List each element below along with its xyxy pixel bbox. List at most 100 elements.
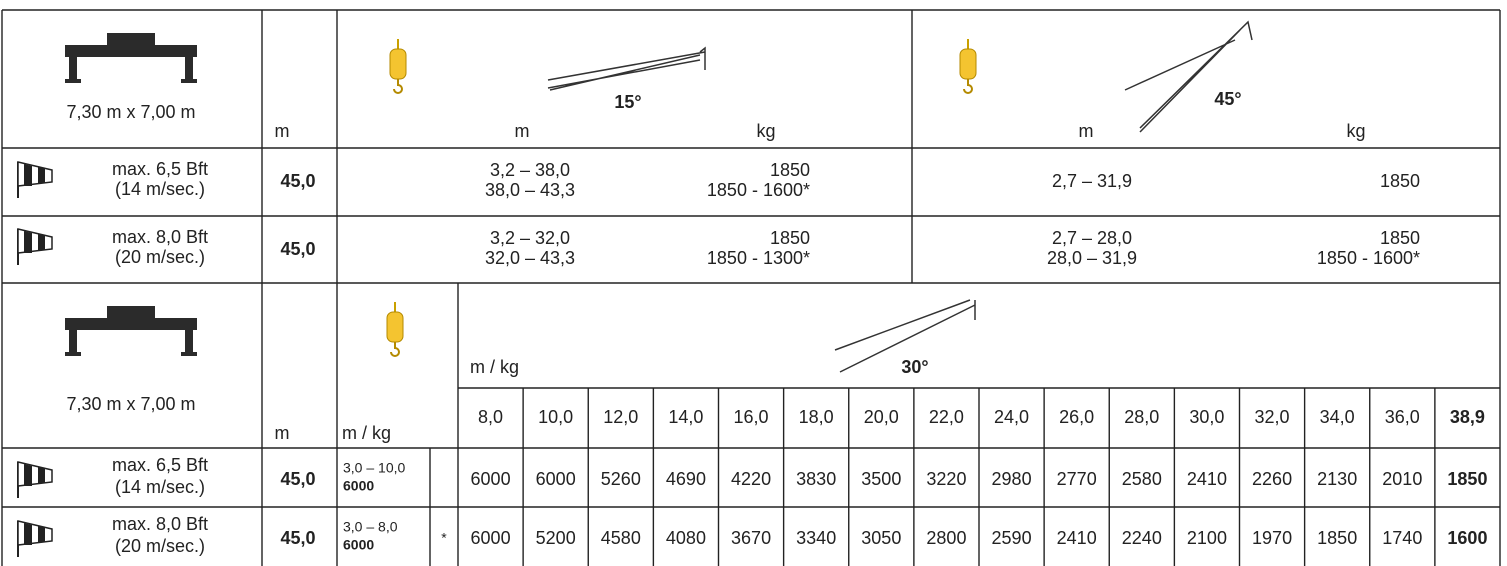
boom-length: 45,0 — [280, 239, 315, 259]
wind-force: max. 8,0 Bft — [112, 514, 208, 534]
wind-icon — [17, 228, 53, 266]
load-value: 2100 — [1187, 528, 1227, 548]
load-value: 1600 — [1447, 528, 1487, 548]
load-value: 2010 — [1382, 469, 1422, 489]
load-value: 1850 — [770, 160, 810, 180]
radius-range: 32,0 – 43,3 — [485, 248, 575, 268]
radius: 30,0 — [1189, 407, 1224, 427]
load-value: 2800 — [926, 528, 966, 548]
radius: 20,0 — [864, 407, 899, 427]
load-value: 4220 — [731, 469, 771, 489]
boom-angle: 45° — [1214, 89, 1241, 109]
load-value: 1970 — [1252, 528, 1292, 548]
radius: 22,0 — [929, 407, 964, 427]
load-value: 2590 — [992, 528, 1032, 548]
load-value: 5200 — [536, 528, 576, 548]
radius: 26,0 — [1059, 407, 1094, 427]
boom-angle: 30° — [901, 357, 928, 377]
hook-icon — [959, 38, 977, 94]
hook-icon — [389, 38, 407, 94]
load-value: 1850 — [1380, 228, 1420, 248]
load-value: 3670 — [731, 528, 771, 548]
load-value: 3500 — [861, 469, 901, 489]
boom-length: 45,0 — [280, 528, 315, 548]
range-load: 6000 — [343, 478, 374, 494]
load-value: 1850 - 1300* — [707, 248, 810, 268]
crane-icon — [65, 306, 197, 356]
load-value: 2240 — [1122, 528, 1162, 548]
wind-speed: (14 m/sec.) — [115, 477, 205, 497]
load-value: 4690 — [666, 469, 706, 489]
column-unit: m — [275, 121, 290, 141]
radius: 18,0 — [799, 407, 834, 427]
radius-range: 38,0 – 43,3 — [485, 180, 575, 200]
load-value: 4580 — [601, 528, 641, 548]
column-unit: m — [275, 423, 290, 443]
radius: 12,0 — [603, 407, 638, 427]
load-value: 1850 — [770, 228, 810, 248]
radius: 34,0 — [1320, 407, 1355, 427]
radius-range: 3,2 – 38,0 — [490, 160, 570, 180]
radius-range: 3,2 – 32,0 — [490, 228, 570, 248]
wind-icon — [17, 161, 53, 199]
radius: 14,0 — [668, 407, 703, 427]
radius-range: 28,0 – 31,9 — [1047, 248, 1137, 268]
load-value: 2410 — [1187, 469, 1227, 489]
radius: 32,0 — [1255, 407, 1290, 427]
boom-length: 45,0 — [280, 171, 315, 191]
load-value: 1850 — [1447, 469, 1487, 489]
wind-force: max. 6,5 Bft — [112, 455, 208, 475]
wind-force: max. 8,0 Bft — [112, 227, 208, 247]
load-value: 3220 — [926, 469, 966, 489]
dimensions: 7,30 m x 7,00 m — [66, 102, 195, 122]
radius: 24,0 — [994, 407, 1029, 427]
radius-range: 2,7 – 31,9 — [1052, 171, 1132, 191]
load-value: 1850 - 1600* — [1317, 248, 1420, 268]
load-value: 5260 — [601, 469, 641, 489]
wind-force: max. 6,5 Bft — [112, 159, 208, 179]
wind-speed: (20 m/sec.) — [115, 247, 205, 267]
wind-icon — [17, 520, 53, 558]
radius: 8,0 — [478, 407, 503, 427]
footnote-mark: * — [441, 530, 447, 546]
load-value: 1850 - 1600* — [707, 180, 810, 200]
range-load: 6000 — [343, 537, 374, 553]
load-value: 3830 — [796, 469, 836, 489]
crane-icon — [65, 33, 197, 83]
hook-icon — [386, 301, 404, 357]
load-value: 2130 — [1317, 469, 1357, 489]
radius: 38,9 — [1450, 407, 1485, 427]
column-unit: kg — [1346, 121, 1365, 141]
load-value: 4080 — [666, 528, 706, 548]
load-value: 1850 — [1317, 528, 1357, 548]
radius: 16,0 — [734, 407, 769, 427]
column-unit: m — [515, 121, 530, 141]
range: 3,0 – 10,0 — [343, 460, 405, 476]
load-value: 2580 — [1122, 469, 1162, 489]
load-value: 1850 — [1380, 171, 1420, 191]
boom-angle: 15° — [614, 92, 641, 112]
boom-diagram — [547, 20, 1253, 373]
column-unit: m / kg — [470, 357, 519, 377]
wind-speed: (14 m/sec.) — [115, 179, 205, 199]
load-value: 6000 — [536, 469, 576, 489]
column-unit: m / kg — [342, 423, 391, 443]
radius: 36,0 — [1385, 407, 1420, 427]
radius: 28,0 — [1124, 407, 1159, 427]
load-value: 2260 — [1252, 469, 1292, 489]
wind-icon — [17, 461, 53, 499]
load-value: 1740 — [1382, 528, 1422, 548]
column-unit: kg — [756, 121, 775, 141]
boom-length: 45,0 — [280, 469, 315, 489]
load-value: 3050 — [861, 528, 901, 548]
radius-range: 2,7 – 28,0 — [1052, 228, 1132, 248]
load-value: 6000 — [471, 469, 511, 489]
column-unit: m — [1079, 121, 1094, 141]
radius: 10,0 — [538, 407, 573, 427]
load-value: 3340 — [796, 528, 836, 548]
load-value: 2770 — [1057, 469, 1097, 489]
load-value: 2980 — [992, 469, 1032, 489]
wind-speed: (20 m/sec.) — [115, 536, 205, 556]
